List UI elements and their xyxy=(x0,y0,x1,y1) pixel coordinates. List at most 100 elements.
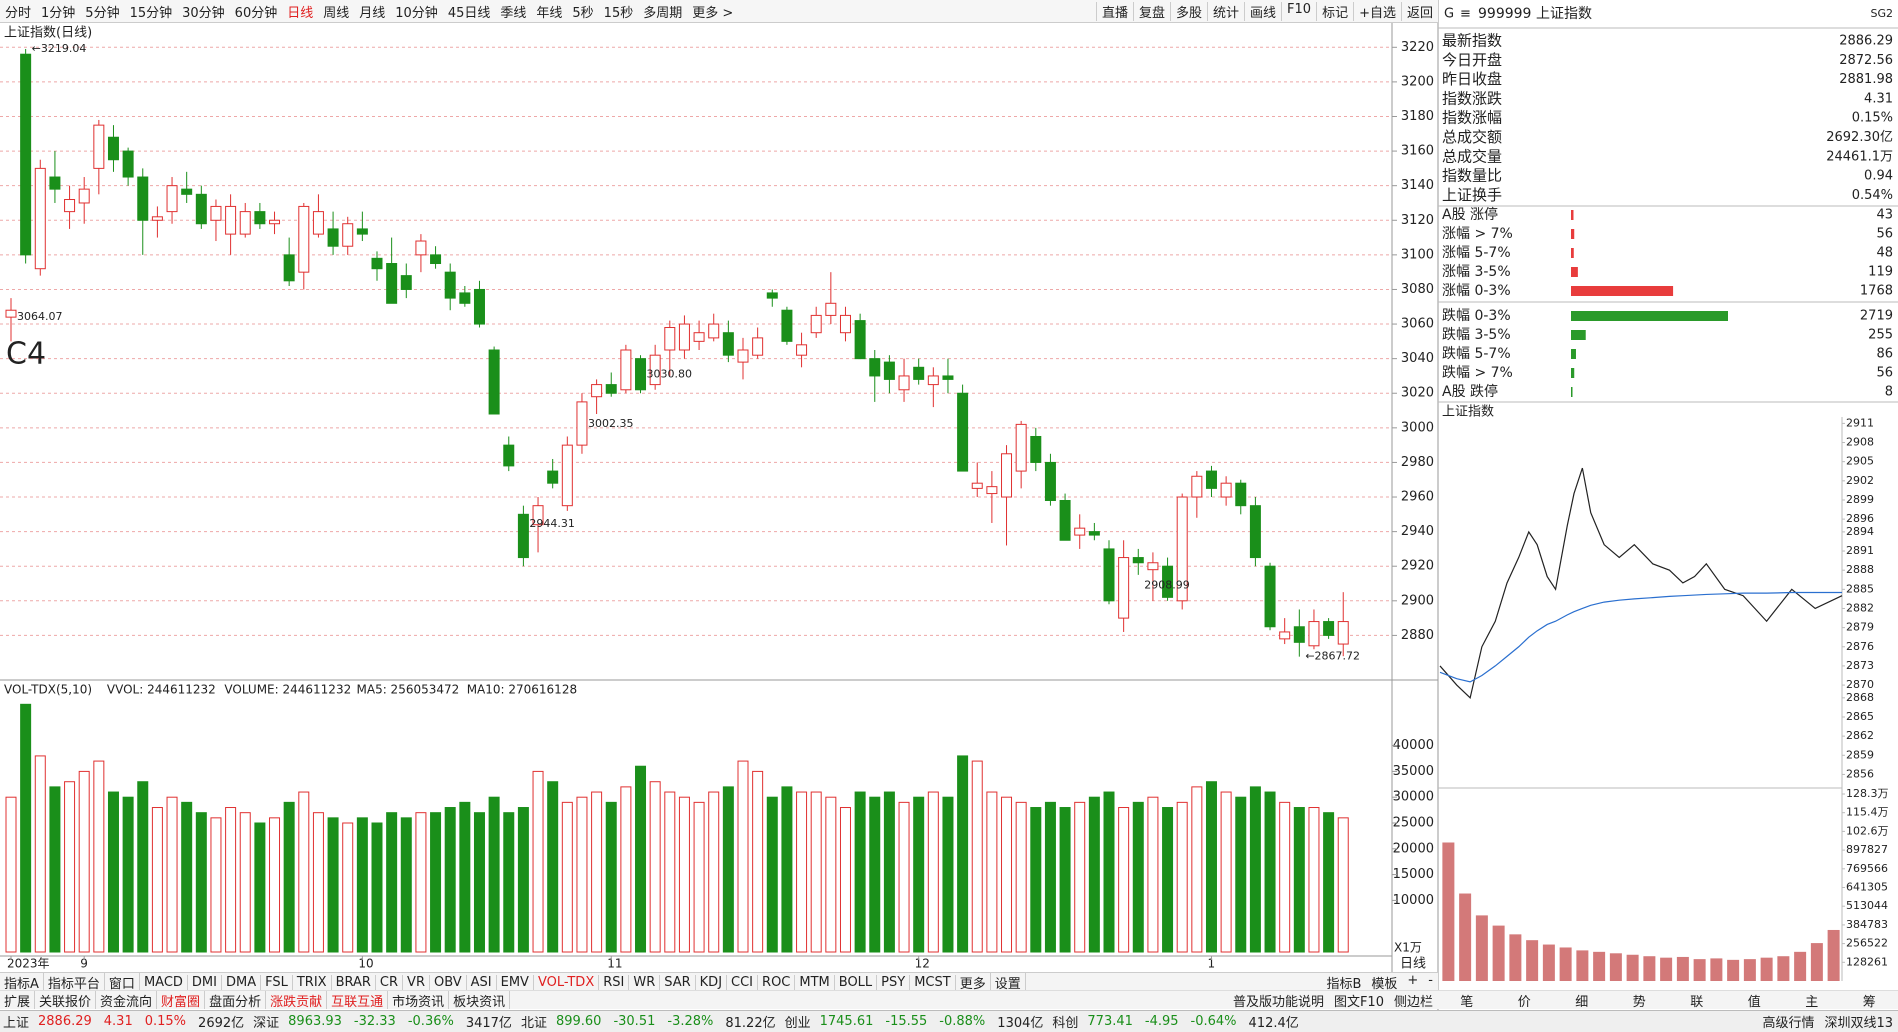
tool-button[interactable]: 多股 xyxy=(1169,1,1207,21)
y-tick-label: 15000 xyxy=(1393,867,1434,882)
side-tab[interactable]: 笔 xyxy=(1460,994,1474,1010)
period-tab[interactable]: 15秒 xyxy=(603,5,634,21)
indicator-tab[interactable]: RSI xyxy=(599,974,630,990)
period-tab[interactable]: 45日线 xyxy=(447,5,491,21)
indicator-tab[interactable]: 窗口 xyxy=(105,973,140,991)
period-tab[interactable]: 60分钟 xyxy=(234,5,278,21)
extra-tab[interactable]: 资金流向 xyxy=(96,991,158,1009)
candle-body xyxy=(64,199,76,213)
indicator-tab[interactable]: ASI xyxy=(467,974,497,990)
quote-value: 0.94 xyxy=(1864,169,1893,184)
volume-bar xyxy=(210,817,222,953)
tool-button[interactable]: 返回 xyxy=(1400,1,1438,21)
indicator-tab[interactable]: CR xyxy=(376,974,404,990)
volume-bar xyxy=(503,812,515,953)
side-tab[interactable]: 值 xyxy=(1747,994,1761,1010)
indicator-tab[interactable]: CCI xyxy=(727,974,759,990)
period-tab[interactable]: 1分钟 xyxy=(41,5,76,21)
extra-button[interactable]: 普及版功能说明 xyxy=(1232,994,1324,1010)
indicator-tab[interactable]: DMA xyxy=(222,974,262,990)
tool-button[interactable]: +自选 xyxy=(1353,1,1401,21)
period-tab[interactable]: 10分钟 xyxy=(395,5,438,21)
breadth-bar xyxy=(1571,349,1576,359)
period-tab[interactable]: 年线 xyxy=(536,5,563,21)
indicator-button[interactable]: - xyxy=(1428,972,1433,988)
period-tab[interactable]: 5秒 xyxy=(572,5,594,21)
status-item[interactable]: 高级行情 xyxy=(1762,1016,1815,1031)
indicator-tab[interactable]: 指标平台 xyxy=(44,973,105,991)
indicator-tab[interactable]: OBV xyxy=(430,974,467,990)
indicator-button[interactable]: 指标B xyxy=(1326,976,1362,992)
indicator-button[interactable]: + xyxy=(1407,972,1419,988)
extra-tab[interactable]: 板块资讯 xyxy=(449,991,511,1009)
indicator-tab[interactable]: MACD xyxy=(140,974,188,990)
indicator-tab[interactable]: FSL xyxy=(261,974,293,990)
extra-tab[interactable]: 涨跌贡献 xyxy=(266,991,328,1009)
period-tab[interactable]: 月线 xyxy=(359,5,386,21)
indicator-tab[interactable]: SAR xyxy=(660,974,696,990)
side-tab[interactable]: 价 xyxy=(1517,994,1531,1010)
side-tab[interactable]: 联 xyxy=(1690,994,1704,1010)
extra-button[interactable]: 图文F10 xyxy=(1333,994,1384,1010)
indicator-tab[interactable]: MCST xyxy=(910,974,956,990)
period-tab[interactable]: 30分钟 xyxy=(182,5,225,21)
extra-tab[interactable]: 扩展 xyxy=(0,991,36,1009)
intraday-volume-bar xyxy=(1760,957,1773,981)
volume-bar xyxy=(942,796,954,953)
intraday-volume-bar xyxy=(1810,943,1823,981)
period-tab[interactable]: 更多 > xyxy=(692,5,734,21)
indicator-tab[interactable]: 指标A xyxy=(0,973,44,991)
period-tab[interactable]: 多周期 xyxy=(643,5,683,21)
tool-button[interactable]: F10 xyxy=(1281,1,1316,21)
indicator-tab[interactable]: DMI xyxy=(188,974,222,990)
tool-button[interactable]: 画线 xyxy=(1244,1,1281,21)
indicator-tab[interactable]: 更多 xyxy=(956,973,991,991)
tool-button[interactable]: 标记 xyxy=(1316,1,1353,21)
tool-button[interactable]: 统计 xyxy=(1207,1,1244,21)
quote-label: 指数涨幅 xyxy=(1442,109,1502,127)
side-tab[interactable]: 势 xyxy=(1632,994,1646,1010)
price-annotation: 2908.99 xyxy=(1144,578,1190,591)
indicator-button[interactable]: 模板 xyxy=(1371,976,1398,992)
y-tick-label: 115.4万 xyxy=(1846,806,1889,819)
period-tab[interactable]: 15分钟 xyxy=(129,5,173,21)
period-tab[interactable]: 分时 xyxy=(5,5,32,21)
indicator-tab[interactable]: VR xyxy=(403,974,430,990)
tool-button[interactable]: 复盘 xyxy=(1132,1,1170,21)
indicator-tab[interactable]: BRAR xyxy=(332,974,376,990)
extra-tab[interactable]: 财富圈 xyxy=(157,991,206,1009)
status-item[interactable]: 深圳双线13 xyxy=(1824,1016,1893,1031)
intraday-volume-bar xyxy=(1794,951,1807,981)
indicator-tab[interactable]: VOL-TDX xyxy=(534,974,600,990)
extra-tab[interactable]: 市场资讯 xyxy=(388,991,450,1009)
breadth-label: 跌幅 5-7% xyxy=(1442,346,1511,362)
extra-tab[interactable]: 关联报价 xyxy=(35,991,97,1009)
indicator-tab[interactable]: PSY xyxy=(877,974,911,990)
side-tab[interactable]: 细 xyxy=(1575,994,1589,1010)
period-tab[interactable]: 季线 xyxy=(500,5,527,21)
indicator-tab[interactable]: BOLL xyxy=(835,974,878,990)
period-tab[interactable]: 日线 xyxy=(287,5,314,21)
tool-button[interactable]: 直播 xyxy=(1095,1,1133,21)
volume-bar xyxy=(1001,796,1013,953)
volume-bar xyxy=(415,812,427,953)
intraday-volume-bar xyxy=(1626,954,1639,981)
period-tab[interactable]: 周线 xyxy=(323,5,350,21)
indicator-tab[interactable]: KDJ xyxy=(696,974,728,990)
indicator-tab[interactable]: WR xyxy=(629,974,661,990)
candle-body xyxy=(444,271,456,299)
extra-tab[interactable]: 盘面分析 xyxy=(205,991,267,1009)
side-tab[interactable]: 筹 xyxy=(1862,994,1876,1010)
indicator-tab[interactable]: TRIX xyxy=(293,974,332,990)
period-tab[interactable]: 5分钟 xyxy=(85,5,120,21)
extra-button[interactable]: 侧边栏 xyxy=(1393,994,1433,1010)
extra-tab[interactable]: 互联互通 xyxy=(327,991,389,1009)
candle-body xyxy=(239,211,251,235)
side-tab[interactable]: 主 xyxy=(1805,994,1819,1010)
indicator-tab[interactable]: EMV xyxy=(497,974,534,990)
indicator-tab[interactable]: MTM xyxy=(795,974,835,990)
indicator-tab[interactable]: ROC xyxy=(758,974,796,990)
indicator-tab[interactable]: 设置 xyxy=(991,973,1026,991)
y-tick-label: 2859 xyxy=(1846,748,1874,761)
